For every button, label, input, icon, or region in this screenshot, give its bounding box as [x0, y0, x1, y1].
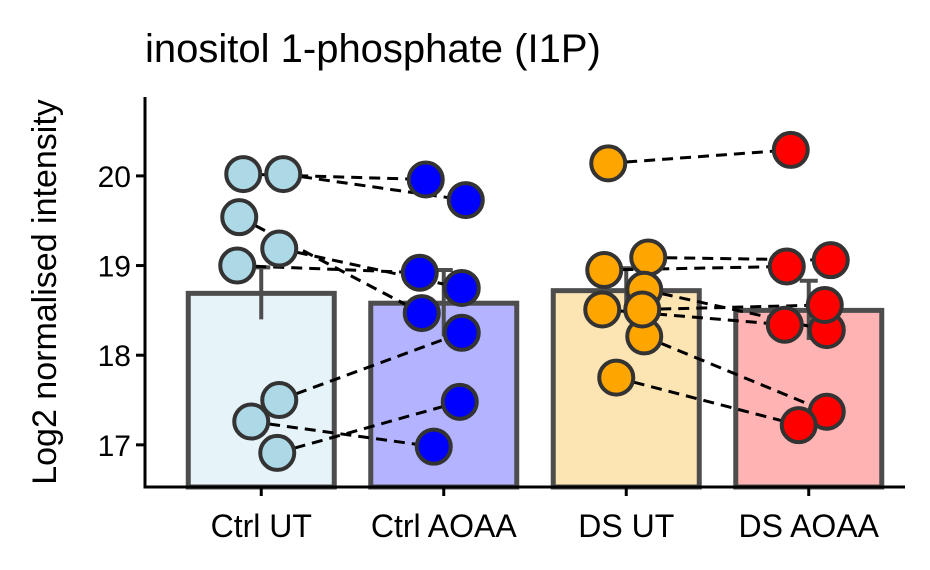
y-tick-label: 19 — [98, 251, 131, 284]
pair-line — [602, 307, 785, 327]
pair-line — [237, 264, 420, 275]
data-point — [264, 155, 303, 194]
y-tick-label: 17 — [98, 430, 131, 463]
data-point — [779, 406, 818, 445]
data-point — [805, 286, 844, 324]
data-point — [583, 290, 622, 329]
data-point — [442, 268, 481, 307]
pair-line — [615, 376, 800, 427]
data-point — [260, 381, 299, 420]
data-point — [400, 253, 439, 292]
bar — [733, 307, 885, 490]
data-point — [597, 358, 636, 397]
pair-line — [251, 420, 434, 449]
pair-line — [278, 331, 463, 402]
y-axis-label: Log2 normalised intensity — [26, 99, 64, 485]
pair-line — [278, 247, 463, 290]
x-tick-label: Ctrl AOAA — [371, 508, 517, 544]
pair-line — [243, 172, 426, 181]
data-point — [585, 251, 624, 290]
x-tick-label: DS AOAA — [739, 508, 880, 544]
x-tick-label: DS UT — [578, 508, 674, 544]
data-point — [765, 305, 804, 344]
data-point — [224, 155, 263, 194]
data-point — [232, 402, 271, 441]
data-point — [623, 290, 662, 329]
data-point — [260, 229, 299, 268]
data-point — [406, 160, 445, 199]
pair-line — [643, 334, 828, 414]
data-point — [767, 247, 806, 286]
data-point — [629, 238, 668, 277]
data-point — [442, 313, 481, 352]
data-point — [589, 144, 628, 183]
x-tick-label: Ctrl UT — [211, 508, 312, 544]
pair-line — [643, 288, 828, 332]
data-point — [811, 241, 850, 280]
data-point — [771, 130, 810, 169]
pair-line — [604, 264, 787, 272]
data-point — [220, 198, 259, 237]
plot-area: 17 18 19 20 Ctrl UT Ctrl AOAA DS UT DS AOAA — [98, 97, 905, 544]
pair-line — [608, 148, 791, 165]
data-point — [402, 294, 441, 333]
y-tick-label: 18 — [98, 340, 131, 373]
data-point — [440, 382, 479, 421]
pair-line — [642, 303, 825, 311]
y-tick-label: 20 — [98, 161, 131, 194]
data-point — [414, 427, 453, 466]
data-point — [258, 433, 297, 472]
data-point — [446, 181, 485, 220]
data-point — [218, 246, 257, 285]
pair-line — [276, 400, 461, 455]
pair-line — [238, 215, 423, 315]
chart-title: inositol 1-phosphate (I1P) — [145, 27, 601, 71]
